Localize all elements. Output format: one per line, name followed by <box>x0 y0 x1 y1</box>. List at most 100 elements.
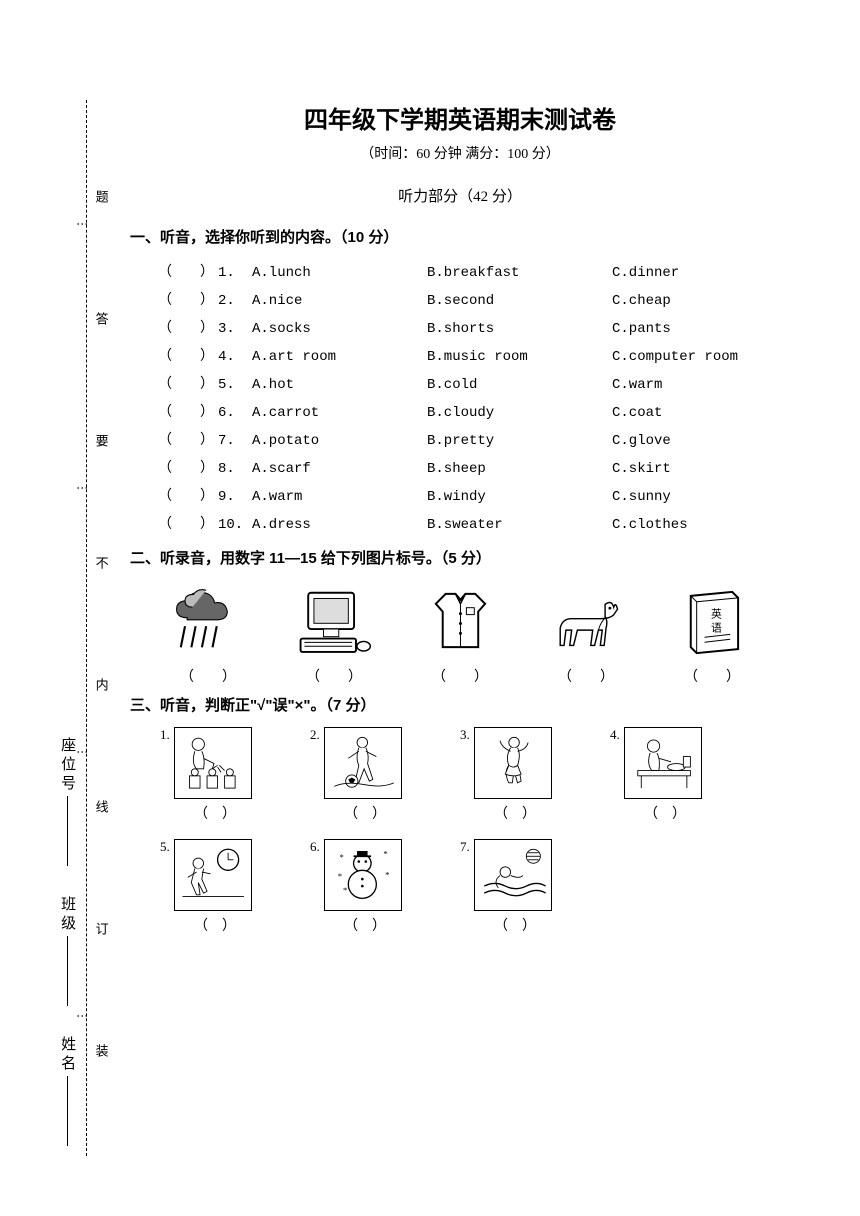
marker: 要 <box>92 430 111 461</box>
question-number: 3. <box>460 727 474 743</box>
answer-blank[interactable]: （ ） <box>158 371 218 399</box>
answer-blank[interactable]: （ ） <box>158 287 218 315</box>
picture-item: （ ） <box>276 586 392 686</box>
question-number: 1. <box>218 259 252 287</box>
question-number: 1. <box>160 727 174 743</box>
answer-blank[interactable]: （ ） <box>558 666 614 686</box>
option-b: B.windy <box>427 483 612 511</box>
q2-pictures: （ ）（ ）（ ）（ ）英语（ ） <box>130 580 790 686</box>
question-number: 4. <box>610 727 624 743</box>
option-b: B.breakfast <box>427 259 612 287</box>
answer-blank[interactable]: （ ） <box>158 315 218 343</box>
question-number: 5. <box>218 371 252 399</box>
tf-item: 4. （ ） <box>610 727 720 823</box>
option-c: C.pants <box>612 315 790 343</box>
vdots: ⋮ <box>75 1010 90 1038</box>
question-number: 7. <box>218 427 252 455</box>
answer-blank[interactable]: （ ） <box>194 915 236 935</box>
answer-blank[interactable]: （ ） <box>644 803 686 823</box>
marker: 题 <box>92 186 111 217</box>
option-b: B.second <box>427 287 612 315</box>
q3-heading: 三、听音，判断正"√"误"×"。（7 分） <box>130 694 790 715</box>
marker: 订 <box>92 918 111 949</box>
listening-section-label: 听力部分（42 分） <box>130 185 790 206</box>
svg-text:*: * <box>338 871 342 881</box>
option-a: A.hot <box>252 371 427 399</box>
option-c: C.skirt <box>612 455 790 483</box>
rain-cloud-icon <box>165 586 251 660</box>
question-number: 9. <box>218 483 252 511</box>
answer-blank[interactable]: （ ） <box>494 915 536 935</box>
answer-blank[interactable]: （ ） <box>344 915 386 935</box>
answer-blank[interactable]: （ ） <box>194 803 236 823</box>
underline <box>67 936 68 1006</box>
answer-blank[interactable]: （ ） <box>158 511 218 539</box>
option-b: B.shorts <box>427 315 612 343</box>
question-number: 2. <box>310 727 324 743</box>
answer-blank[interactable]: （ ） <box>158 427 218 455</box>
vdots: ⋮ <box>75 746 90 774</box>
vdots: ⋮ <box>75 482 90 510</box>
answer-blank[interactable]: （ ） <box>158 399 218 427</box>
picture-item: （ ） <box>402 586 518 686</box>
field-label: 班级 <box>57 896 78 934</box>
answer-blank[interactable]: （ ） <box>158 483 218 511</box>
exam-title: 四年级下学期英语期末测试卷 <box>130 100 790 135</box>
option-b: B.sheep <box>427 455 612 483</box>
option-c: C.clothes <box>612 511 790 539</box>
option-c: C.computer room <box>612 343 790 371</box>
answer-blank[interactable]: （ ） <box>344 803 386 823</box>
exam-subtitle: （时间：60 分钟 满分：100 分） <box>130 143 790 163</box>
question-number: 7. <box>460 839 474 855</box>
answer-blank[interactable]: （ ） <box>432 666 488 686</box>
question-number: 6. <box>218 399 252 427</box>
dots-column: ⋮ ⋮ ⋮ ⋮ <box>77 100 87 1156</box>
option-b: B.sweater <box>427 511 612 539</box>
q3-grid: 1.（ ）2.（ ）3.（ ）4.（ ）5.（ ）6.*****（ ）7.（ ） <box>130 727 790 935</box>
answer-blank[interactable]: （ ） <box>158 455 218 483</box>
option-c: C.glove <box>612 427 790 455</box>
answer-blank[interactable]: （ ） <box>684 666 740 686</box>
tf-item: 7. （ ） <box>460 839 570 935</box>
marker: 内 <box>92 674 111 705</box>
option-a: A.nice <box>252 287 427 315</box>
tf-item: 3. （ ） <box>460 727 570 823</box>
picture-item: （ ） <box>528 586 644 686</box>
q1-heading: 一、听音，选择你听到的内容。（10 分） <box>130 226 790 247</box>
answer-blank[interactable]: （ ） <box>180 666 236 686</box>
option-b: B.music room <box>427 343 612 371</box>
option-a: A.scarf <box>252 455 427 483</box>
option-b: B.pretty <box>427 427 612 455</box>
field-name: 姓名 <box>57 1036 78 1146</box>
marker: 装 <box>92 1040 111 1071</box>
binding-sidebar: 座位号 班级 姓名 ⋮ ⋮ ⋮ ⋮ 题 答 要 不 内 线 订 装 <box>55 100 115 1156</box>
answer-blank[interactable]: （ ） <box>158 259 218 287</box>
computer-icon <box>291 586 377 660</box>
answer-blank[interactable]: （ ） <box>158 343 218 371</box>
tf-item: 2. （ ） <box>310 727 420 823</box>
option-a: A.carrot <box>252 399 427 427</box>
option-a: A.warm <box>252 483 427 511</box>
option-b: B.cold <box>427 371 612 399</box>
svg-text:英: 英 <box>711 607 722 621</box>
svg-text:*: * <box>339 852 343 862</box>
mc-row: （ ）8.A.scarfB.sheepC.skirt <box>130 455 790 483</box>
play-football-icon <box>324 727 402 799</box>
answer-blank[interactable]: （ ） <box>494 803 536 823</box>
option-c: C.sunny <box>612 483 790 511</box>
mc-row: （ ）4.A.art roomB.music roomC.computer ro… <box>130 343 790 371</box>
tf-item: 6.*****（ ） <box>310 839 420 935</box>
shirt-icon <box>417 586 503 660</box>
answer-blank[interactable]: （ ） <box>306 666 362 686</box>
mc-row: （ ）2.A.niceB.secondC.cheap <box>130 287 790 315</box>
option-c: C.cheap <box>612 287 790 315</box>
question-number: 10. <box>218 511 252 539</box>
underline <box>67 796 68 866</box>
question-number: 2. <box>218 287 252 315</box>
question-number: 5. <box>160 839 174 855</box>
svg-text:*: * <box>343 885 347 895</box>
question-number: 4. <box>218 343 252 371</box>
question-number: 3. <box>218 315 252 343</box>
question-number: 6. <box>310 839 324 855</box>
marker: 不 <box>92 552 111 583</box>
